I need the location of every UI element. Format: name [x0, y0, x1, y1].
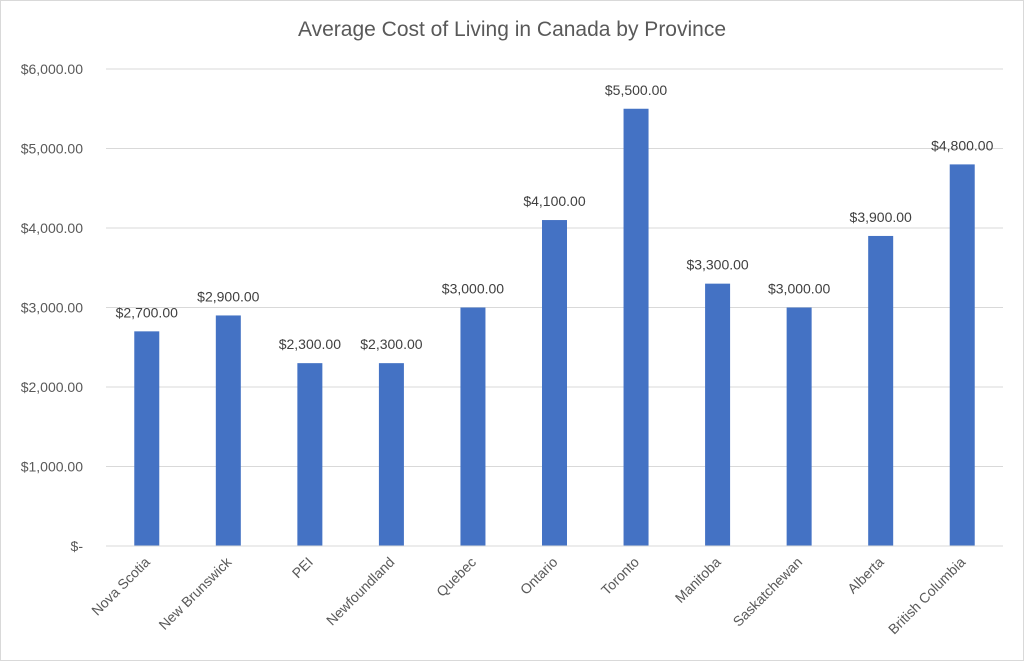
- bar-nova-scotia: [134, 331, 160, 546]
- bar-toronto: [623, 108, 649, 546]
- data-label: $4,800.00: [931, 137, 993, 153]
- y-tick-label: $1,000.00: [21, 459, 83, 475]
- category-label: Ontario: [517, 554, 561, 598]
- data-label: $4,100.00: [523, 193, 585, 209]
- category-label: British Columbia: [885, 554, 969, 638]
- category-label: Toronto: [598, 554, 642, 598]
- y-tick-label: $6,000.00: [21, 61, 83, 77]
- data-label: $2,300.00: [360, 336, 422, 352]
- bar-quebec: [460, 307, 486, 546]
- data-label: $3,000.00: [442, 281, 504, 297]
- category-label: Newfoundland: [323, 554, 398, 629]
- bar-pei: [297, 363, 323, 546]
- data-label: $3,000.00: [768, 281, 830, 297]
- data-label: $2,700.00: [116, 304, 178, 320]
- bar-alberta: [868, 235, 894, 546]
- y-tick-label: $-: [71, 538, 84, 554]
- category-label: Alberta: [844, 554, 887, 597]
- y-tick-label: $4,000.00: [21, 220, 83, 236]
- data-label: $5,500.00: [605, 82, 667, 98]
- bar-newfoundland: [378, 363, 404, 546]
- y-axis-ticks: $- $1,000.00 $2,000.00 $3,000.00 $4,000.00 $5…: [21, 61, 84, 554]
- category-label: Quebec: [433, 554, 479, 600]
- category-label: Nova Scotia: [88, 554, 153, 619]
- y-tick-label: $3,000.00: [21, 300, 83, 316]
- category-label: PEI: [289, 554, 316, 581]
- bar-manitoba: [705, 283, 731, 546]
- y-tick-label: $5,000.00: [21, 141, 83, 157]
- bar-saskatchewan: [786, 307, 812, 546]
- y-tick-label: $2,000.00: [21, 379, 83, 395]
- data-label: $2,300.00: [279, 336, 341, 352]
- data-label: $3,300.00: [686, 257, 748, 273]
- x-axis-categories: Nova Scotia New Brunswick PEI Newfoundland Q…: [88, 553, 968, 637]
- data-label: $3,900.00: [850, 209, 912, 225]
- bars: [134, 108, 975, 547]
- bar-new-brunswick: [215, 315, 241, 546]
- category-label: New Brunswick: [155, 553, 235, 633]
- chart-title: Average Cost of Living in Canada by Prov…: [297, 18, 727, 41]
- bar-ontario: [542, 220, 567, 547]
- bar-british-columbia: [949, 164, 975, 546]
- category-label: Saskatchewan: [730, 554, 806, 630]
- category-label: Manitoba: [672, 554, 724, 606]
- data-label: $2,900.00: [197, 288, 259, 304]
- data-labels: $2,700.00 $2,900.00 $2,300.00 $2,300.00 $3,0…: [116, 82, 994, 352]
